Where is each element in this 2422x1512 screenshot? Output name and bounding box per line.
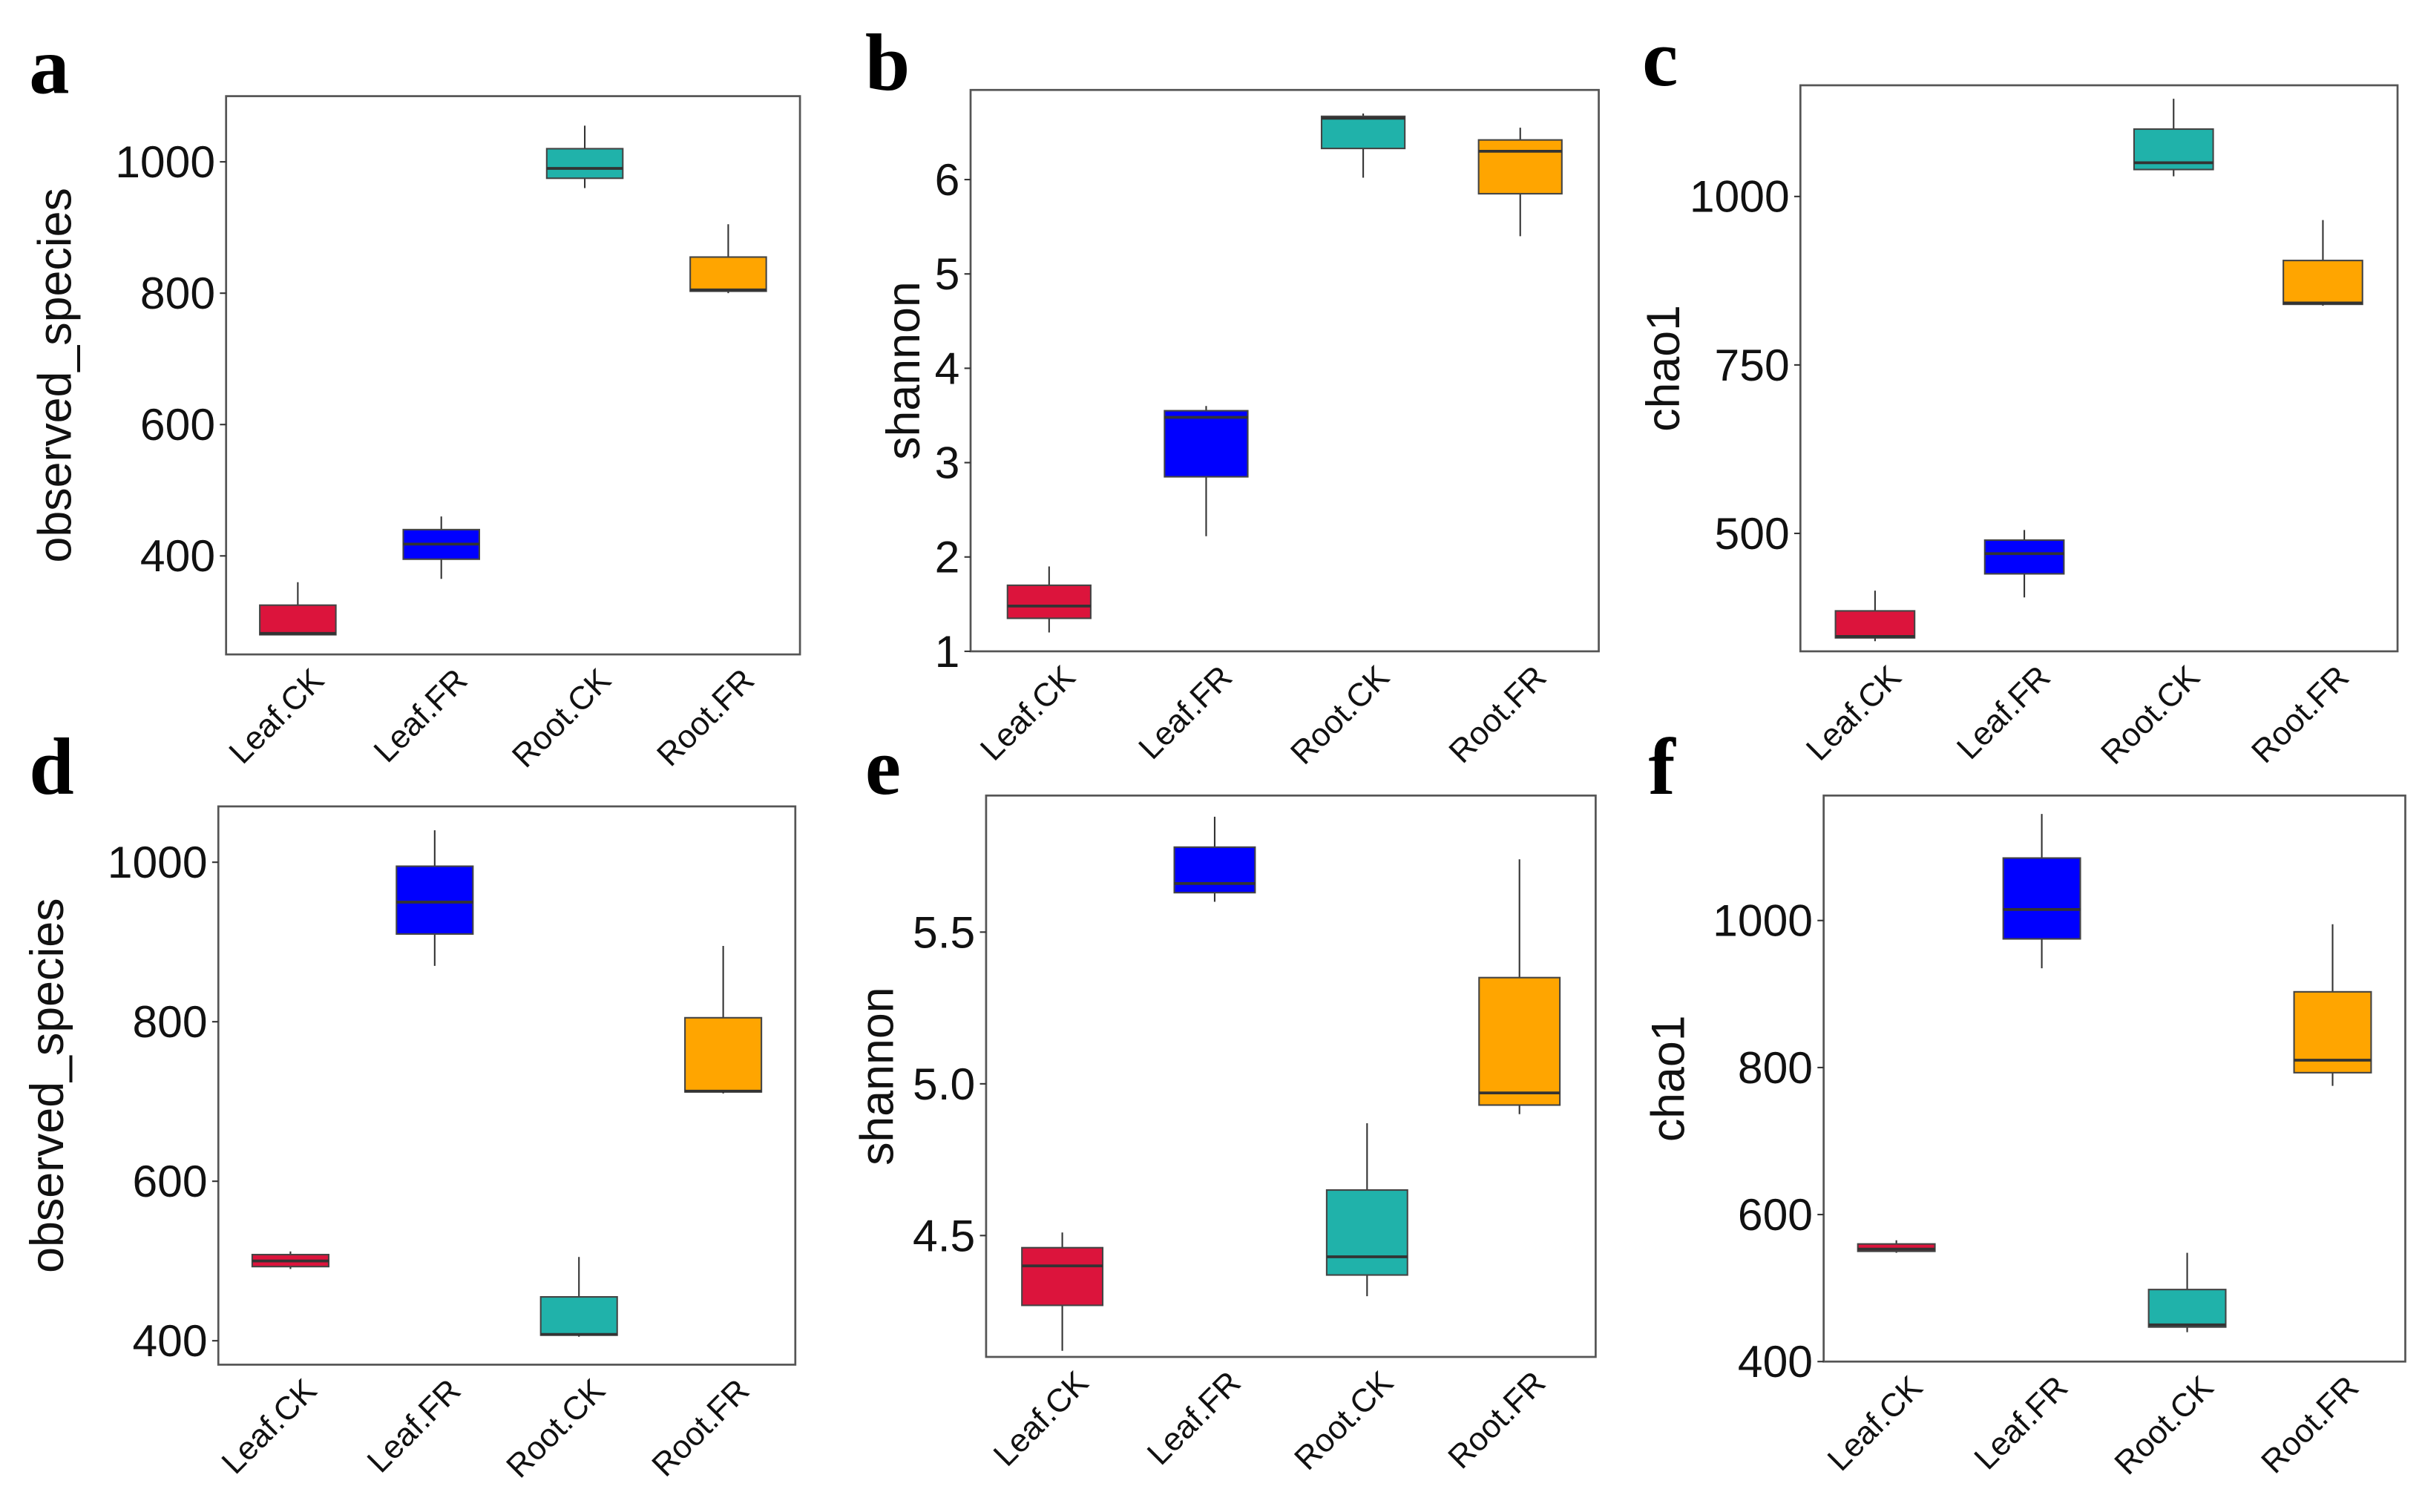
y-tick-label: 600 xyxy=(1738,1189,1813,1240)
x-tick-label: Root.FR xyxy=(2254,1369,2366,1480)
y-tick-label: 5.5 xyxy=(913,907,975,957)
y-tick-label: 5.0 xyxy=(913,1059,975,1109)
x-tick-label: Root.CK xyxy=(2107,1369,2220,1482)
box-leaf-ck xyxy=(1006,584,1092,619)
box-leaf-ck xyxy=(259,604,337,636)
panel-d: d 400 600 800 1000 observed_species Leaf.CK Lea… xyxy=(22,722,797,1485)
y-tick-label: 600 xyxy=(132,1156,207,1206)
box-root-ck xyxy=(539,1296,618,1336)
panel-letter: b xyxy=(865,18,910,108)
box-root-ck xyxy=(545,148,624,180)
box-root-fr xyxy=(684,1016,763,1093)
x-tick-label: Root.FR xyxy=(1441,1364,1552,1476)
box-root-fr xyxy=(2282,260,2363,306)
x-tick-label: Leaf.FR xyxy=(1950,659,2058,766)
box-leaf-fr xyxy=(1173,846,1256,894)
y-tick-label: 5 xyxy=(935,249,960,299)
y-axis-label: shannon xyxy=(878,281,930,460)
y-axis-label: observed_species xyxy=(30,188,82,562)
y-tick-label: 1000 xyxy=(115,137,215,187)
box-root-ck xyxy=(1320,115,1406,150)
y-tick-label: 800 xyxy=(1738,1042,1813,1093)
x-tick-label: Root.FR xyxy=(650,662,761,773)
x-tick-label: Root.CK xyxy=(2094,659,2207,772)
x-tick-label: Root.CK xyxy=(1284,659,1397,772)
panel-letter: e xyxy=(865,722,901,812)
panel-a: a 400 600 800 1000 observed_species Leaf.CK Lea… xyxy=(29,21,801,775)
x-tick-label: Leaf.FR xyxy=(1141,1364,1248,1472)
plot-frame xyxy=(969,88,1600,653)
box-root-fr xyxy=(689,256,767,292)
x-tick-label: Root.FR xyxy=(2245,659,2356,770)
panel-c: c 500 750 1000 chao1 Leaf.CK Leaf.FR Root.CK Roo… xyxy=(1638,13,2399,772)
y-tick-label: 1 xyxy=(935,626,960,677)
panel-f: f 400 600 800 1000 chao1 Leaf.CK Leaf.FR Root.CK… xyxy=(1643,722,2406,1482)
box-leaf-ck xyxy=(1834,610,1916,639)
y-tick-label: 4 xyxy=(935,343,960,393)
y-tick-label: 500 xyxy=(1715,508,1790,559)
y-tick-label: 750 xyxy=(1715,340,1790,390)
x-tick-label: Root.FR xyxy=(1442,659,1553,770)
panel-letter: d xyxy=(29,722,73,812)
box-root-ck xyxy=(2147,1289,2227,1328)
plot-frame xyxy=(217,805,797,1366)
y-tick-label: 1000 xyxy=(1713,895,1813,946)
box-root-fr xyxy=(1477,139,1563,195)
plot-frame xyxy=(1822,794,2406,1363)
y-tick-label: 2 xyxy=(935,532,960,582)
box-leaf-fr xyxy=(396,865,474,935)
x-tick-label: Leaf.FR xyxy=(361,1372,468,1479)
panel-letter: a xyxy=(29,21,69,111)
x-tick-label: Leaf.FR xyxy=(1967,1369,2075,1476)
box-leaf-ck xyxy=(1021,1246,1104,1306)
y-tick-label: 1000 xyxy=(1690,171,1790,222)
plot-frame xyxy=(1799,84,2399,653)
x-tick-label: Leaf.FR xyxy=(1132,659,1239,766)
x-tick-label: Leaf.CK xyxy=(222,662,331,771)
plot-frame xyxy=(985,794,1597,1358)
plot-frame xyxy=(225,95,801,656)
y-tick-label: 400 xyxy=(1738,1336,1813,1387)
y-tick-label: 4.5 xyxy=(913,1210,975,1260)
x-tick-label: Leaf.FR xyxy=(367,662,474,769)
x-tick-label: Leaf.CK xyxy=(1821,1369,1930,1478)
y-tick-label: 800 xyxy=(140,268,215,318)
y-tick-label: 800 xyxy=(132,996,207,1047)
y-tick-label: 3 xyxy=(935,437,960,487)
x-tick-label: Leaf.CK xyxy=(214,1372,324,1481)
x-tick-label: Leaf.CK xyxy=(987,1364,1096,1473)
box-root-ck xyxy=(1325,1189,1408,1276)
y-axis-label: shannon xyxy=(851,987,903,1166)
x-tick-label: Root.CK xyxy=(505,662,618,775)
box-root-fr xyxy=(1478,976,1561,1106)
panel-b: b 1 2 3 4 5 6 shannon Leaf.CK Leaf.FR Root.CK Root.… xyxy=(865,18,1600,772)
x-tick-label: Leaf.CK xyxy=(974,659,1083,768)
y-axis-label: observed_species xyxy=(22,898,73,1273)
box-leaf-fr xyxy=(1164,410,1249,478)
y-tick-label: 400 xyxy=(132,1315,207,1366)
x-tick-label: Root.CK xyxy=(499,1372,612,1485)
x-tick-label: Root.FR xyxy=(645,1372,756,1483)
box-leaf-fr xyxy=(2002,857,2081,940)
x-tick-label: Leaf.CK xyxy=(1799,659,1909,768)
box-leaf-ck xyxy=(1857,1243,1936,1252)
y-tick-label: 6 xyxy=(935,154,960,205)
y-axis-label: chao1 xyxy=(1638,305,1690,432)
x-tick-label: Root.CK xyxy=(1287,1364,1400,1477)
y-tick-label: 400 xyxy=(140,530,215,581)
y-tick-label: 1000 xyxy=(108,837,208,887)
panel-letter: f xyxy=(1648,722,1676,812)
box-leaf-fr xyxy=(1983,539,2065,575)
y-tick-label: 600 xyxy=(140,399,215,450)
y-axis-label: chao1 xyxy=(1643,1015,1695,1142)
panel-letter: c xyxy=(1642,13,1678,103)
